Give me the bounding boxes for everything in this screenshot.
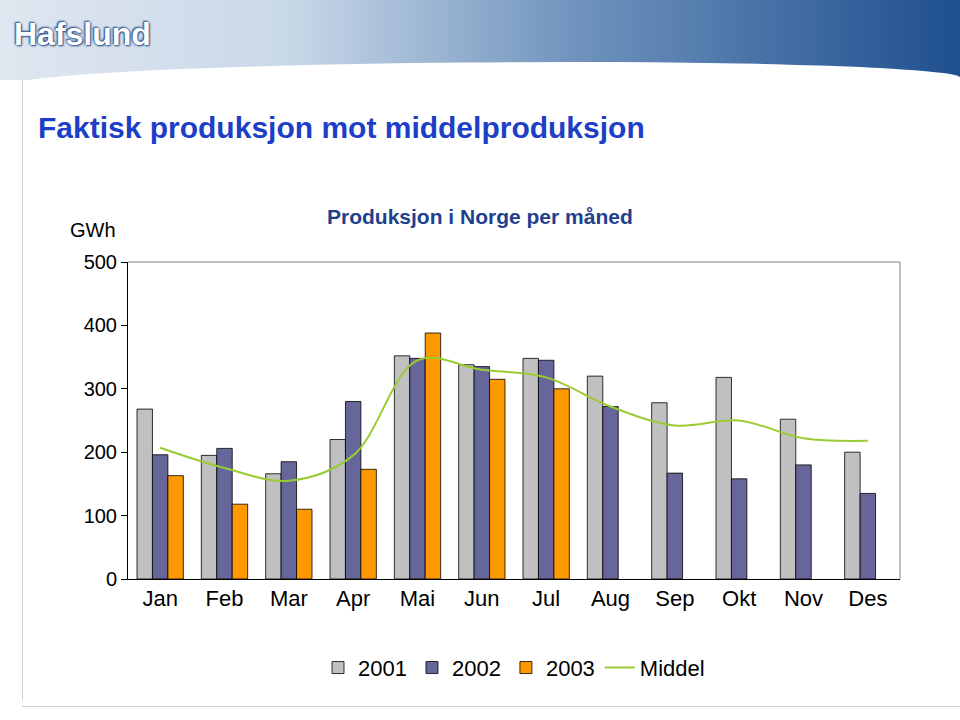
svg-text:Jan: Jan: [142, 586, 177, 611]
svg-text:2001: 2001: [358, 656, 407, 681]
svg-text:500: 500: [84, 251, 117, 273]
svg-text:Mar: Mar: [270, 586, 308, 611]
svg-text:Jun: Jun: [464, 586, 499, 611]
svg-text:Middel: Middel: [640, 656, 705, 681]
svg-text:Aug: Aug: [591, 586, 630, 611]
html-text:Hafslund: Hafslund: [14, 16, 151, 52]
svg-text:200: 200: [84, 441, 117, 463]
svg-text:Nov: Nov: [784, 586, 823, 611]
svg-text:Okt: Okt: [722, 586, 756, 611]
svg-text:0: 0: [106, 568, 117, 590]
svg-text:400: 400: [84, 314, 117, 336]
svg-text:GWh: GWh: [70, 219, 116, 241]
svg-text:Produksjon i Norge per måned: Produksjon i Norge per måned: [327, 205, 633, 228]
svg-text:Des: Des: [848, 586, 887, 611]
svg-text:Feb: Feb: [206, 586, 244, 611]
svg-text:300: 300: [84, 378, 117, 400]
svg-text:Apr: Apr: [336, 586, 370, 611]
svg-text:2002: 2002: [452, 656, 501, 681]
svg-text:Jul: Jul: [532, 586, 560, 611]
svg-text:100: 100: [84, 505, 117, 527]
svg-text:Sep: Sep: [655, 586, 694, 611]
svg-text:2003: 2003: [546, 656, 595, 681]
svg-text:Faktisk produksjon mot middelp: Faktisk produksjon mot middelproduksjon: [38, 111, 645, 144]
svg-text:Mai: Mai: [400, 586, 435, 611]
